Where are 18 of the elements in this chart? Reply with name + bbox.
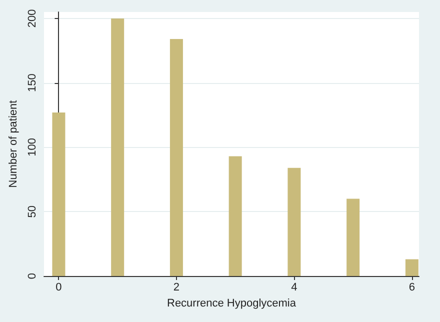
y-tick-label: 100: [26, 138, 38, 156]
y-tick-label: 150: [26, 74, 38, 92]
x-tick-label: 4: [291, 282, 298, 294]
x-tick-label: 6: [408, 282, 415, 294]
y-tick-label: 0: [26, 272, 38, 280]
bar: [288, 168, 301, 276]
bar: [111, 18, 124, 276]
x-axis-title: Recurrence Hypoglycemia: [167, 297, 297, 310]
y-tick-label: 200: [26, 9, 38, 28]
bar: [228, 156, 242, 276]
bar: [52, 112, 66, 276]
bar: [170, 39, 183, 276]
y-axis-title: Number of patient: [8, 100, 20, 188]
y-tick-label: 50: [26, 205, 38, 218]
bar: [405, 259, 418, 276]
bar: [346, 198, 360, 276]
x-tick-label: 0: [56, 282, 62, 294]
x-tick-label: 2: [173, 282, 180, 294]
